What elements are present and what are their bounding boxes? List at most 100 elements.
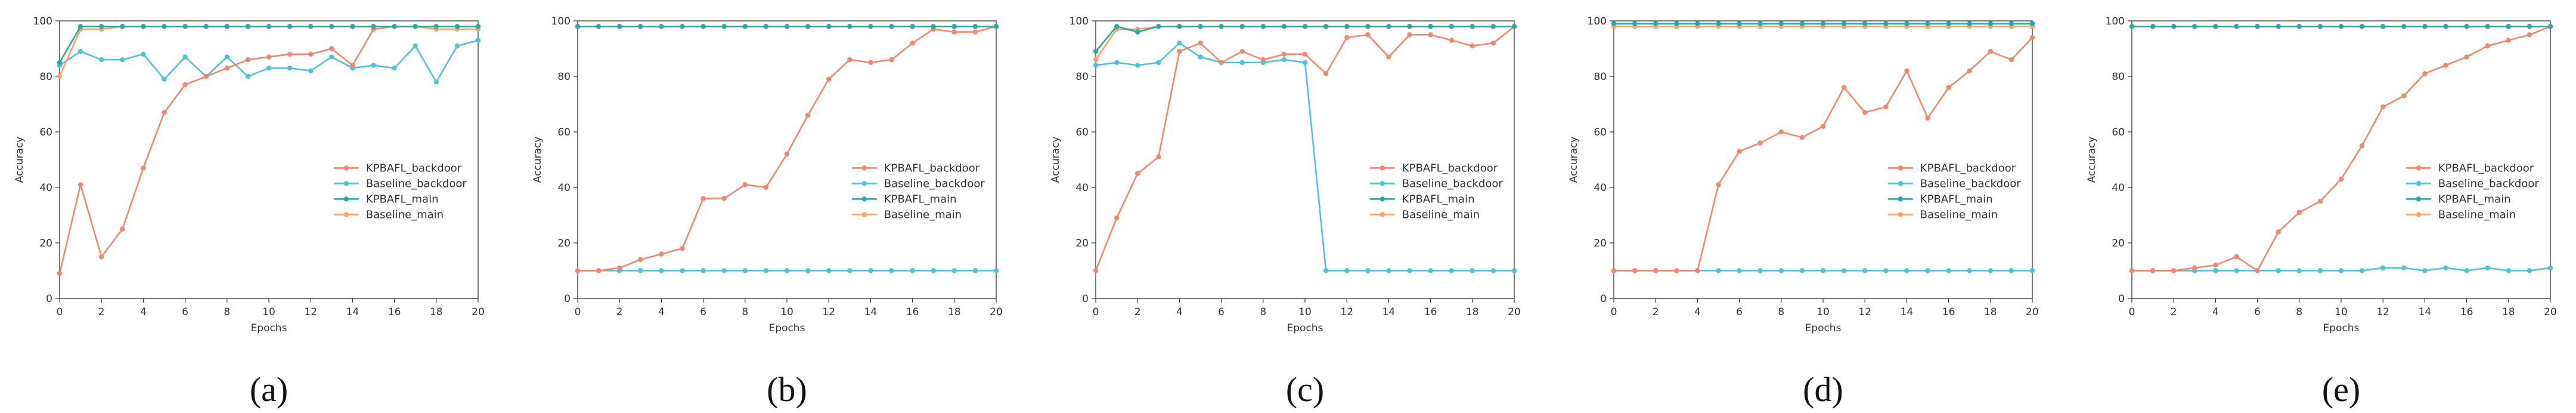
data-point [742, 24, 748, 29]
legend-marker [1898, 212, 1904, 217]
y-tick-label: 40 [2112, 182, 2125, 194]
data-point [1757, 140, 1763, 146]
data-point [1737, 268, 1742, 273]
data-point [1490, 41, 1496, 46]
legend-marker [343, 181, 349, 186]
x-tick-label: 4 [1176, 306, 1183, 318]
legend-label: KPBAFL_backdoor [1402, 162, 1498, 174]
data-point [1799, 21, 1805, 26]
data-point [329, 46, 334, 51]
data-point [1925, 115, 1930, 121]
data-point [2317, 268, 2323, 273]
legend-label: Baseline_main [2438, 208, 2516, 221]
data-point [2485, 24, 2490, 29]
data-point [2380, 24, 2386, 29]
data-point [1632, 268, 1638, 273]
data-point [266, 65, 272, 71]
x-tick-label: 8 [742, 306, 748, 318]
data-point [1778, 129, 1784, 135]
data-point [2317, 24, 2323, 29]
data-point [847, 268, 853, 273]
data-point [1177, 41, 1182, 46]
data-point [763, 184, 769, 190]
data-point [2527, 268, 2532, 273]
x-tick-label: 10 [1298, 306, 1312, 318]
data-point [120, 226, 125, 232]
data-point [1988, 48, 1993, 54]
x-tick-label: 18 [430, 306, 443, 318]
legend-marker [343, 196, 349, 202]
y-tick-label: 60 [39, 127, 52, 138]
y-tick-label: 60 [1075, 127, 1089, 138]
data-point [287, 24, 293, 29]
y-tick-label: 40 [1075, 182, 1089, 194]
legend-label: Baseline_main [884, 208, 962, 221]
y-axis-label: Accuracy [1050, 137, 1062, 183]
data-point [287, 51, 293, 57]
data-point [1799, 268, 1805, 273]
x-tick-label: 6 [1736, 306, 1743, 318]
x-tick-label: 0 [2129, 306, 2135, 318]
x-axis-label: Epochs [2323, 322, 2360, 334]
data-point [2296, 268, 2302, 273]
x-tick-label: 0 [575, 306, 581, 318]
x-axis-label: Epochs [251, 322, 287, 334]
data-point [1862, 268, 1868, 273]
x-tick-label: 20 [990, 306, 1003, 318]
data-point [329, 24, 334, 29]
data-point [57, 60, 63, 65]
data-point [2485, 265, 2490, 271]
data-point [847, 24, 853, 29]
y-tick-label: 20 [1594, 238, 1607, 249]
data-point [1757, 21, 1763, 26]
series-line-kpbafl_backdoor [58, 25, 478, 274]
x-tick-label: 20 [2026, 306, 2039, 318]
data-point [1114, 60, 1120, 65]
data-point [596, 24, 602, 29]
legend-marker [2416, 212, 2422, 217]
x-tick-label: 16 [2460, 306, 2473, 318]
x-tick-label: 18 [2502, 306, 2515, 318]
data-point [2008, 57, 2014, 63]
data-point [2380, 265, 2386, 271]
legend-label: Baseline_backdoor [1920, 177, 2022, 190]
data-point [1611, 268, 1617, 273]
data-point [2150, 268, 2156, 273]
data-point [2296, 209, 2302, 215]
data-point [2213, 263, 2218, 268]
y-tick-label: 80 [2112, 71, 2125, 83]
y-tick-label: 40 [39, 182, 52, 194]
data-point [2008, 21, 2014, 26]
y-tick-label: 0 [1600, 293, 1607, 305]
data-point [1239, 60, 1245, 65]
data-point [2296, 24, 2302, 29]
y-tick-label: 100 [1588, 16, 1607, 27]
data-point [1281, 51, 1287, 57]
data-point [162, 110, 167, 115]
chart-panel-4: 0 20 40 60 80 100 0 2 4 6 8 10 12 14 16 18 20 Epochs Accur… [1568, 16, 2039, 409]
y-tick-label: 100 [2106, 16, 2125, 27]
data-point [1862, 110, 1868, 115]
data-point [1841, 85, 1847, 90]
panel-label: (d) [1803, 370, 1843, 409]
data-point [972, 24, 978, 29]
data-point [141, 24, 146, 29]
data-point [392, 65, 397, 71]
x-axis-label: Epochs [1287, 322, 1323, 334]
data-point [2008, 268, 2014, 273]
y-tick-label: 100 [1070, 16, 1089, 27]
data-point [1470, 268, 1475, 273]
x-tick-label: 2 [98, 306, 105, 318]
data-point [1260, 57, 1266, 63]
data-point [475, 38, 481, 43]
x-tick-label: 12 [822, 306, 835, 318]
data-point [993, 268, 999, 273]
data-point [1114, 215, 1120, 221]
data-point [350, 63, 355, 68]
data-point [1737, 21, 1742, 26]
data-point [1386, 24, 1391, 29]
data-point [1695, 268, 1700, 273]
data-point [1093, 63, 1099, 68]
data-point [266, 54, 272, 60]
x-tick-label: 4 [658, 306, 665, 318]
